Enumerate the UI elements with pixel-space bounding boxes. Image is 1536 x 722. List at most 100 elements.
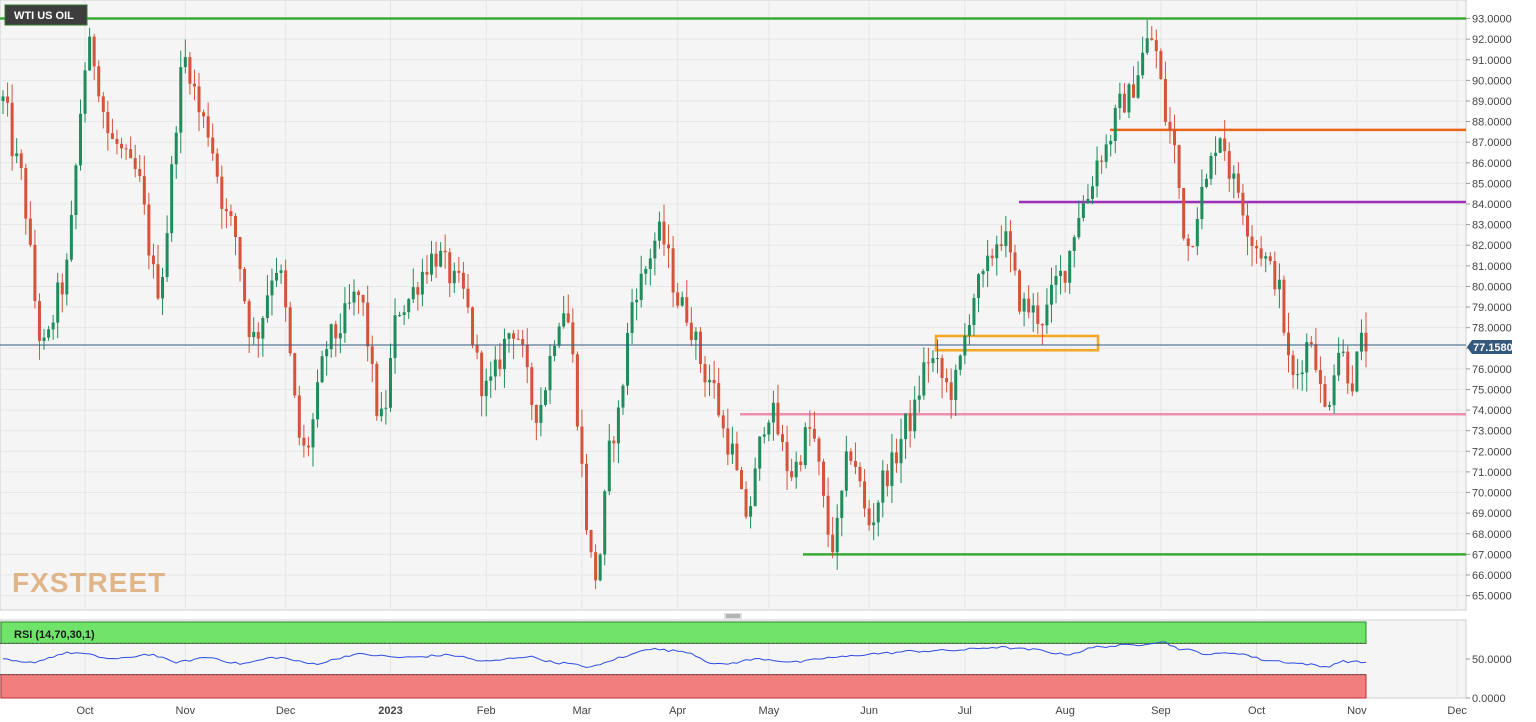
candle-body bbox=[101, 96, 105, 112]
candle-body bbox=[33, 244, 37, 302]
candle-body bbox=[767, 422, 771, 435]
candle-body bbox=[885, 470, 889, 487]
candle-body bbox=[284, 270, 288, 308]
candle-body bbox=[794, 461, 798, 478]
rsi-tick-label: 50.0000 bbox=[1472, 654, 1512, 666]
time-tick-label: Jul bbox=[958, 705, 972, 717]
price-tick-label: 87.0000 bbox=[1472, 137, 1512, 149]
candle-body bbox=[275, 272, 279, 281]
candle-body bbox=[170, 164, 174, 234]
candle-body bbox=[1218, 138, 1222, 153]
candle-body bbox=[402, 312, 406, 315]
candle-body bbox=[949, 382, 953, 400]
candle-body bbox=[908, 413, 912, 432]
candle-body bbox=[238, 237, 242, 270]
candle-body bbox=[1200, 186, 1204, 220]
candle-body bbox=[202, 112, 206, 117]
candle-body bbox=[338, 333, 342, 339]
candle-body bbox=[1195, 219, 1199, 247]
candle-body bbox=[206, 116, 210, 138]
candle-body bbox=[252, 331, 256, 338]
resize-handle[interactable] bbox=[724, 613, 742, 619]
candle-body bbox=[607, 440, 611, 492]
candle-body bbox=[1141, 52, 1145, 76]
candle-body bbox=[19, 153, 23, 169]
candle-body bbox=[712, 379, 716, 384]
candle-body bbox=[502, 338, 506, 370]
candle-body bbox=[83, 70, 87, 114]
candle-body bbox=[448, 252, 452, 284]
candle-body bbox=[644, 268, 648, 274]
candle-body bbox=[1095, 160, 1099, 187]
candle-body bbox=[197, 86, 201, 113]
price-tick-label: 81.0000 bbox=[1472, 261, 1512, 273]
candle-body bbox=[566, 313, 570, 323]
candle-body bbox=[621, 385, 625, 408]
candle-body bbox=[1040, 323, 1044, 326]
candle-body bbox=[1364, 332, 1368, 352]
candle-body bbox=[1145, 38, 1149, 53]
candle-body bbox=[799, 461, 803, 465]
candle-body bbox=[1182, 188, 1186, 239]
candle-body bbox=[138, 169, 142, 177]
candle-body bbox=[1118, 93, 1122, 109]
rsi-panel: 50.0000 0.0000 bbox=[0, 621, 1512, 705]
candle-body bbox=[667, 244, 671, 249]
candle-body bbox=[1027, 298, 1031, 313]
time-tick-label: 2023 bbox=[378, 705, 402, 717]
candle-body bbox=[753, 468, 757, 507]
time-tick-label: Dec bbox=[1447, 705, 1467, 717]
time-tick-label: Oct bbox=[76, 705, 93, 717]
candle-body bbox=[183, 57, 187, 68]
candle-body bbox=[785, 442, 789, 472]
chart-title: WTI US OIL bbox=[14, 10, 74, 22]
candle-body bbox=[247, 301, 251, 338]
candle-body bbox=[626, 332, 630, 386]
candle-body bbox=[1068, 250, 1072, 283]
candle-body bbox=[899, 439, 903, 464]
price-tick-label: 76.0000 bbox=[1472, 364, 1512, 376]
candle-body bbox=[954, 369, 958, 400]
time-tick-label: Apr bbox=[669, 705, 686, 717]
candle-body bbox=[999, 244, 1003, 247]
candle-body bbox=[776, 402, 780, 435]
candle-body bbox=[1341, 351, 1345, 353]
candle-body bbox=[28, 218, 32, 245]
candle-body bbox=[1081, 203, 1085, 218]
candle-body bbox=[97, 66, 101, 97]
candle-body bbox=[65, 259, 69, 295]
candle-body bbox=[293, 353, 297, 396]
candle-body bbox=[192, 83, 196, 87]
price-tick-label: 68.0000 bbox=[1472, 529, 1512, 541]
candle-body bbox=[1291, 355, 1295, 376]
candle-body bbox=[1059, 270, 1063, 276]
candle-body bbox=[735, 443, 739, 471]
candle-body bbox=[530, 367, 534, 405]
time-tick-label: May bbox=[758, 705, 779, 717]
candle-body bbox=[480, 352, 484, 397]
candle-body bbox=[347, 302, 351, 304]
candle-body bbox=[835, 517, 839, 553]
candle-body bbox=[1086, 198, 1090, 204]
candle-body bbox=[990, 255, 994, 259]
candle-body bbox=[940, 358, 944, 379]
price-tick-label: 73.0000 bbox=[1472, 426, 1512, 438]
candle-body bbox=[1, 96, 5, 101]
main-plot-background bbox=[0, 0, 1467, 611]
time-tick-label: Dec bbox=[276, 705, 296, 717]
candle-body bbox=[42, 337, 46, 341]
candle-body bbox=[120, 143, 124, 149]
candle-body bbox=[771, 402, 775, 423]
candle-body bbox=[1305, 342, 1309, 373]
candle-body bbox=[343, 303, 347, 334]
price-tick-label: 86.0000 bbox=[1472, 158, 1512, 170]
rsi-tick-label: 0.0000 bbox=[1472, 693, 1506, 705]
candle-body bbox=[165, 233, 169, 278]
time-tick-label: Nov bbox=[176, 705, 196, 717]
candle-body bbox=[872, 522, 876, 526]
last-price-badge: 77.1580 bbox=[1467, 340, 1513, 354]
candle-body bbox=[662, 221, 666, 245]
candle-body bbox=[471, 307, 475, 345]
candle-body bbox=[1159, 51, 1163, 79]
candle-body bbox=[1314, 344, 1318, 370]
